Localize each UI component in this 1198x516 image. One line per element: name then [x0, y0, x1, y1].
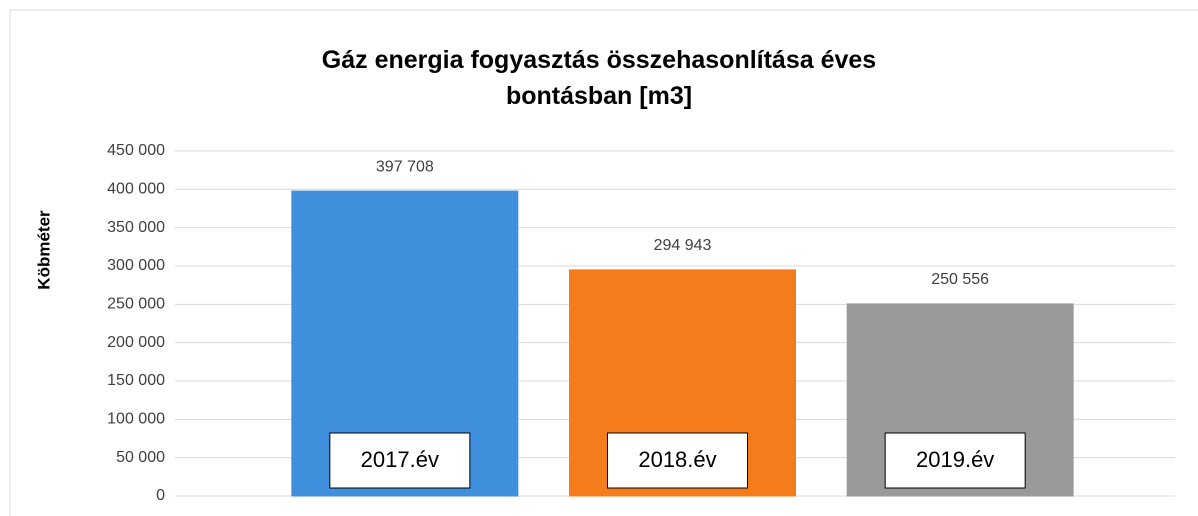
data-label: 250 556: [931, 271, 989, 288]
x-tick-label: 2017.év: [361, 447, 439, 472]
y-tick-label: 250 000: [107, 296, 165, 313]
y-tick-label: 400 000: [107, 181, 165, 198]
category-box: [329, 432, 471, 489]
y-axis-title: Köbméter: [34, 210, 53, 290]
chart-title: Gáz energia fogyasztás összehasonlítása …: [321, 46, 877, 110]
x-tick-label: 2018.év: [638, 447, 716, 472]
category-box: [884, 432, 1026, 489]
y-tick-label: 200 000: [107, 334, 165, 351]
data-label: 397 708: [376, 158, 434, 175]
chart-border: [9, 9, 1198, 516]
y-tick-label: 0: [156, 487, 165, 504]
x-tick-label: 2019.év: [916, 447, 994, 472]
y-tick-label: 150 000: [107, 372, 165, 389]
y-tick-label: 100 000: [107, 411, 165, 428]
category-box: [607, 432, 748, 489]
y-tick-label: 50 000: [116, 449, 165, 466]
data-label: 294 943: [654, 237, 712, 254]
y-tick-label: 450 000: [107, 142, 165, 159]
y-tick-label: 350 000: [107, 219, 165, 236]
y-tick-label: 300 000: [107, 257, 165, 274]
